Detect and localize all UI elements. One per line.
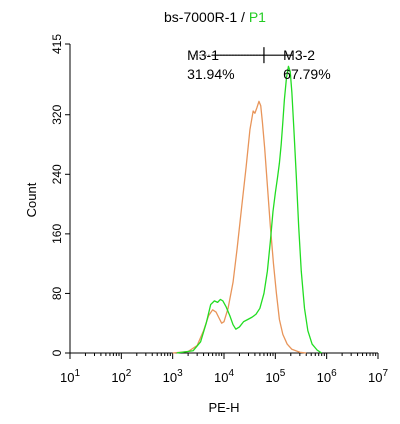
x-tick-label: 103 [163, 368, 183, 385]
title-part-0: bs-7000R-1 / [164, 9, 249, 25]
series-line-2 [176, 65, 323, 354]
x-ticks: 101 102 103 104 105 106 107 [60, 353, 388, 385]
y-axis-label: Count [24, 182, 39, 217]
x-tick-label: 107 [368, 368, 388, 385]
y-tick-label: 320 [50, 104, 64, 124]
gate-label-m3-2: M3-2 [283, 47, 315, 63]
x-tick-label: 102 [111, 368, 131, 385]
title-part-1: P1 [249, 9, 266, 25]
series-layer [172, 65, 323, 354]
y-tick-label: 240 [50, 164, 64, 184]
y-tick-label: 80 [50, 286, 64, 300]
x-tick-label: 101 [60, 368, 80, 385]
chart-title: bs-7000R-1 / P1 [164, 9, 266, 25]
y-tick-label: 415 [50, 34, 64, 54]
x-tick-label: 105 [265, 368, 285, 385]
x-tick-label: 104 [214, 368, 234, 385]
y-tick-label: 0 [50, 349, 64, 356]
x-axis-label: PE-H [208, 400, 239, 415]
y-ticks: 0 80 160 240 320 415 [50, 34, 70, 356]
gate-percent-m3-1: 31.94% [187, 66, 234, 82]
gate-label-m3-1: M3-1 [187, 47, 219, 63]
y-tick-label: 160 [50, 224, 64, 244]
gates-layer: M3-1 31.94% M3-2 67.79% [187, 47, 331, 82]
series-line-1 [172, 100, 307, 354]
x-tick-label: 106 [317, 368, 337, 385]
gate-percent-m3-2: 67.79% [283, 66, 330, 82]
